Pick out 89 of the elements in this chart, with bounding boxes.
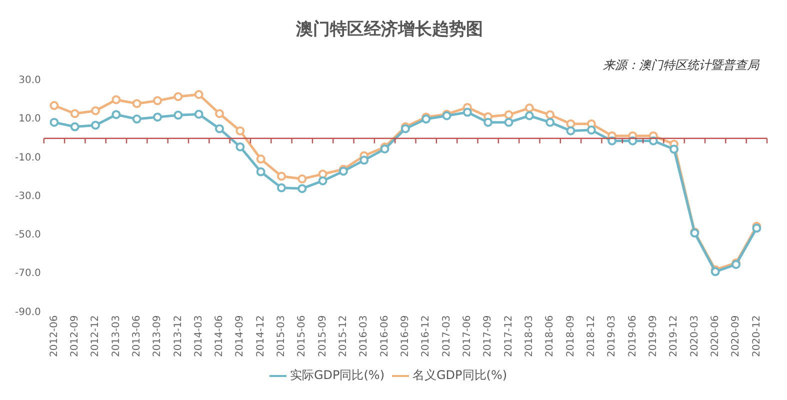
point bbox=[566, 119, 576, 128]
x-tick-label: 2015-06 bbox=[296, 315, 308, 358]
point bbox=[298, 184, 307, 194]
point bbox=[256, 167, 266, 176]
point bbox=[256, 154, 266, 164]
x-tick-label: 2019-12 bbox=[668, 315, 680, 358]
point bbox=[236, 142, 245, 152]
legend-label: 名义GDP同比(%) bbox=[412, 368, 508, 382]
x-tick-label: 2017-12 bbox=[503, 315, 514, 358]
x-tick-label: 2012-06 bbox=[48, 315, 60, 358]
x-tick-label: 2017-09 bbox=[482, 315, 494, 358]
point bbox=[670, 144, 679, 154]
point bbox=[318, 176, 328, 186]
source-note: 来源：澳门特区统计暨普查局 bbox=[603, 58, 760, 72]
x-tick-label: 2017-03 bbox=[441, 315, 452, 358]
point bbox=[112, 110, 121, 120]
x-tick-label: 2015-03 bbox=[276, 315, 288, 358]
point bbox=[524, 104, 534, 113]
x-tick-label: 2014-03 bbox=[193, 315, 204, 358]
point bbox=[546, 118, 555, 127]
x-tick-label: 2016-12 bbox=[420, 315, 432, 358]
point bbox=[50, 101, 59, 110]
y-tick-label: -10.0 bbox=[15, 152, 41, 164]
point bbox=[648, 136, 658, 146]
chart-title: 澳门特区经济增长趋势图 bbox=[295, 20, 483, 40]
point bbox=[276, 183, 286, 192]
point bbox=[91, 120, 100, 130]
x-tick-label: 2020-06 bbox=[710, 315, 721, 358]
point bbox=[484, 118, 493, 127]
point bbox=[546, 110, 555, 120]
y-tick-label: -90.0 bbox=[15, 306, 41, 318]
x-tick-label: 2014-09 bbox=[234, 315, 246, 358]
point bbox=[608, 136, 617, 146]
point bbox=[132, 114, 142, 124]
point bbox=[524, 111, 534, 120]
x-tick-label: 2020-03 bbox=[689, 315, 700, 358]
point bbox=[236, 126, 245, 136]
point bbox=[504, 118, 514, 127]
y-tick-label: 10.0 bbox=[18, 114, 41, 125]
x-tick-label: 2014-12 bbox=[255, 315, 266, 358]
x-tick-label: 2013-03 bbox=[110, 315, 122, 358]
point bbox=[194, 110, 204, 119]
x-tick-label: 2012-09 bbox=[69, 315, 80, 358]
point bbox=[276, 172, 286, 181]
point bbox=[153, 96, 162, 106]
x-tick-label: 2012-12 bbox=[90, 315, 102, 358]
point bbox=[112, 95, 121, 104]
legend-label: 实际GDP同比(%) bbox=[290, 368, 385, 382]
x-tick-label: 2019-09 bbox=[648, 315, 659, 358]
x-tick-label: 2014-06 bbox=[214, 315, 226, 358]
point bbox=[298, 174, 307, 184]
point bbox=[504, 110, 514, 120]
point bbox=[174, 110, 183, 120]
point bbox=[50, 118, 59, 127]
x-tick-label: 2019-03 bbox=[606, 315, 618, 358]
point bbox=[70, 122, 80, 132]
y-tick-label: -30.0 bbox=[15, 190, 41, 202]
y-tick-label: -70.0 bbox=[15, 268, 41, 280]
x-tick-label: 2020-12 bbox=[751, 315, 762, 358]
y-tick-label: -50.0 bbox=[15, 230, 41, 241]
x-tick-label: 2016-09 bbox=[400, 315, 412, 358]
x-tick-label: 2013-12 bbox=[172, 315, 184, 358]
x-tick-label: 2013-06 bbox=[131, 315, 142, 358]
x-tick-label: 2015-09 bbox=[317, 315, 328, 358]
x-tick-label: 2018-12 bbox=[586, 315, 597, 358]
x-tick-label: 2019-06 bbox=[627, 315, 638, 358]
point bbox=[214, 124, 224, 134]
y-tick-label: 30.0 bbox=[18, 74, 41, 86]
x-tick-label: 2018-06 bbox=[544, 315, 556, 358]
point bbox=[70, 109, 80, 118]
x-tick-label: 2015-12 bbox=[338, 315, 350, 358]
point bbox=[153, 112, 162, 122]
x-tick-label: 2016-03 bbox=[358, 315, 370, 358]
point bbox=[586, 126, 596, 135]
point bbox=[91, 106, 100, 116]
point bbox=[214, 109, 224, 118]
point bbox=[462, 108, 472, 117]
point bbox=[566, 126, 576, 136]
point bbox=[194, 90, 204, 99]
point bbox=[360, 156, 369, 165]
x-tick-label: 2020-09 bbox=[730, 315, 742, 358]
x-tick-label: 2016-06 bbox=[379, 315, 390, 358]
x-tick-label: 2017-06 bbox=[462, 315, 474, 358]
point bbox=[628, 136, 638, 146]
x-tick-label: 2018-09 bbox=[565, 315, 576, 358]
point bbox=[174, 92, 183, 102]
x-tick-label: 2013-09 bbox=[152, 315, 164, 358]
point bbox=[132, 99, 142, 108]
x-tick-label: 2018-03 bbox=[524, 315, 535, 358]
